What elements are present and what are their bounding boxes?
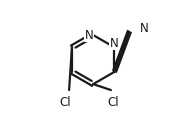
Text: N: N: [85, 29, 93, 42]
Text: N: N: [110, 37, 119, 50]
Text: Cl: Cl: [59, 96, 71, 109]
Text: Cl: Cl: [107, 96, 119, 109]
Text: N: N: [140, 22, 148, 35]
